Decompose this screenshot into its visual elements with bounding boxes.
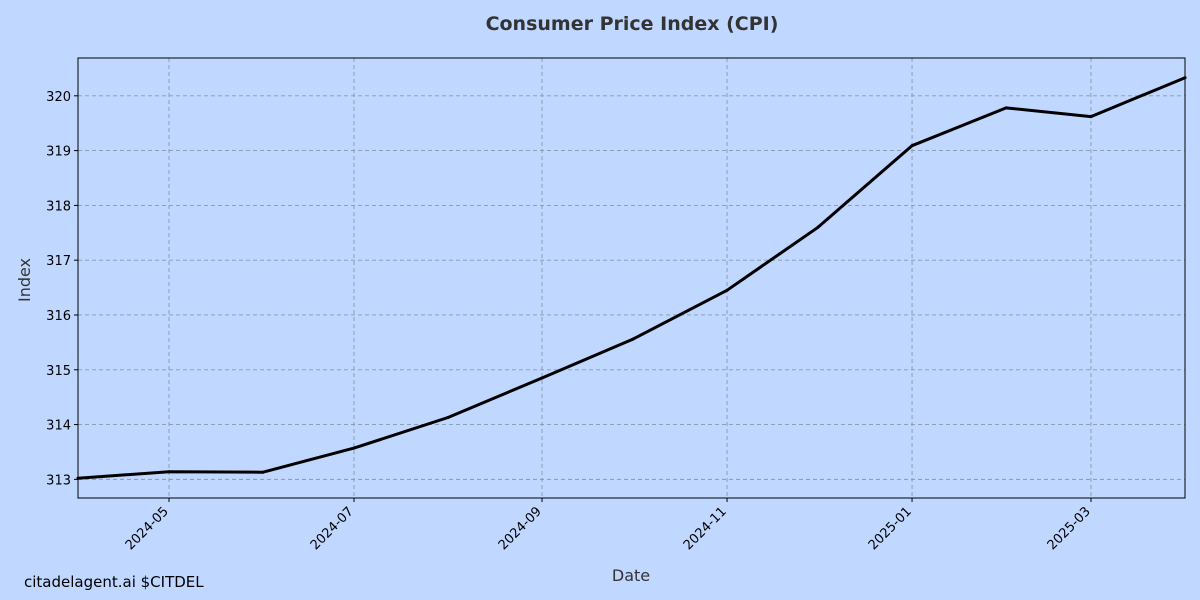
data-point (540, 376, 544, 380)
data-point (261, 470, 265, 474)
cpi-series-line (76, 76, 1187, 480)
x-tick-label: 2024-09 (496, 504, 545, 553)
plot-area-frame (77, 57, 1186, 499)
x-axis-ticks: 2024-05 2024-07 2024-09 2024-11 2025-01 2025-… (123, 498, 1094, 553)
data-point (631, 337, 635, 341)
y-tick-label: 318 (46, 199, 71, 214)
data-point (816, 225, 820, 229)
data-point (910, 144, 914, 148)
chart-title: Consumer Price Index (CPI) (486, 13, 779, 35)
x-tick-label: 2024-07 (308, 504, 357, 553)
data-point (352, 446, 356, 450)
y-tick-label: 313 (46, 473, 71, 488)
data-point (725, 288, 729, 292)
y-tick-label: 319 (46, 145, 71, 160)
y-axis-ticks: 313 314 315 316 317 318 319 320 (46, 90, 78, 488)
y-tick-label: 315 (46, 364, 71, 379)
x-tick-label: 2024-11 (681, 504, 730, 553)
x-tick-label: 2025-03 (1045, 504, 1094, 553)
x-tick-label: 2024-05 (123, 504, 172, 553)
y-axis-label: Index (15, 258, 34, 302)
data-point (1004, 106, 1008, 110)
y-tick-label: 320 (46, 90, 71, 105)
footer-watermark: citadelagent.ai $CITDEL (24, 573, 204, 591)
x-axis-label: Date (612, 566, 650, 585)
series-layer (76, 76, 1187, 480)
grid-lines (78, 58, 1185, 498)
data-point (1089, 115, 1093, 119)
y-tick-label: 317 (46, 254, 71, 269)
y-tick-label: 316 (46, 309, 71, 324)
data-point (1183, 76, 1187, 80)
data-point (446, 416, 450, 419)
data-point (167, 470, 171, 474)
x-tick-label: 2025-01 (866, 504, 915, 553)
y-tick-label: 314 (46, 419, 71, 434)
